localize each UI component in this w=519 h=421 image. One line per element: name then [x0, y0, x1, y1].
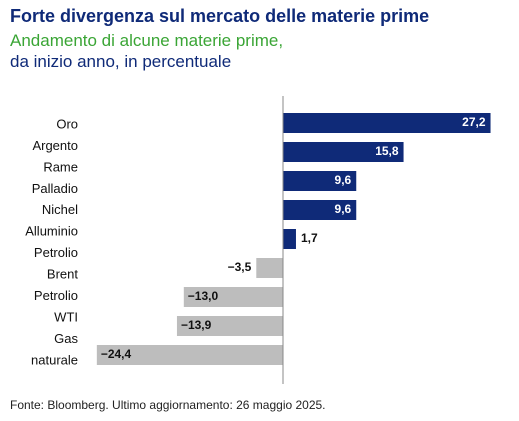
chart-title: Forte divergenza sul mercato delle mater…: [10, 6, 430, 26]
category-label: Oro: [56, 116, 78, 131]
bar-value-label: −24,4: [101, 347, 132, 361]
category-label: naturale: [31, 352, 78, 367]
bar: [283, 229, 296, 249]
bar: [256, 258, 283, 278]
category-label: Argento: [32, 138, 78, 153]
category-label: Petrolio: [34, 288, 78, 303]
category-label: Nichel: [42, 202, 78, 217]
chart-subtitle: Andamento di alcune materie prime, da in…: [10, 30, 283, 72]
bar-value-label: 27,2: [462, 115, 486, 129]
category-label: Gas: [54, 331, 78, 346]
subtitle-line-2: da inizio anno, in percentuale: [10, 52, 232, 71]
bar: [283, 142, 404, 162]
bar: [183, 287, 283, 307]
bar: [283, 113, 491, 133]
bar-value-label: 15,8: [375, 144, 399, 158]
category-label: WTI: [54, 309, 78, 324]
bar-value-label: −3,5: [228, 260, 252, 274]
bar-value-label: 9,6: [335, 202, 352, 216]
bar: [283, 200, 357, 220]
bar: [283, 171, 357, 191]
bar: [176, 316, 283, 336]
category-label: Alluminio: [25, 224, 78, 239]
bar: [96, 345, 283, 365]
category-label: Palladio: [32, 181, 78, 196]
category-label: Brent: [47, 267, 78, 282]
category-label: Petrolio: [34, 245, 78, 260]
bar-value-label: −13,9: [181, 318, 212, 332]
bar-value-label: 9,6: [335, 173, 352, 187]
category-label: Rame: [43, 159, 78, 174]
subtitle-line-1: Andamento di alcune materie prime,: [10, 31, 284, 50]
bar-value-label: −13,0: [188, 289, 219, 303]
bar-value-label: 1,7: [301, 231, 318, 245]
source-note: Fonte: Bloomberg. Ultimo aggiornamento: …: [10, 398, 326, 412]
